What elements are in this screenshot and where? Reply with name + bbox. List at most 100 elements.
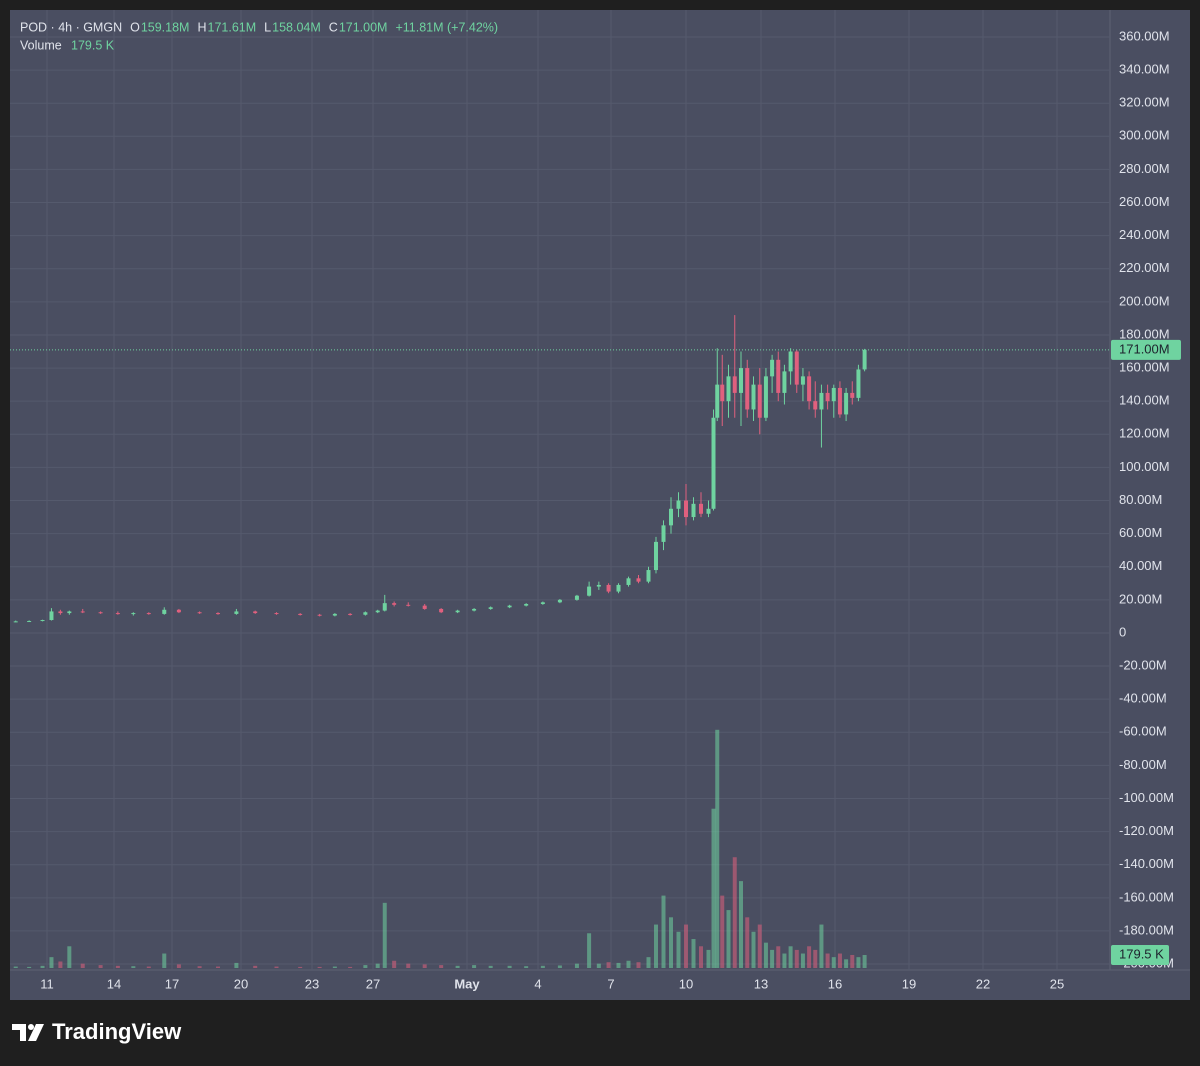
volume-bar — [472, 965, 477, 968]
y-tick-label: 0 — [1119, 624, 1126, 639]
y-tick-label: -100.00M — [1119, 790, 1174, 805]
volume-bar — [540, 965, 545, 968]
volume-bar — [606, 962, 611, 968]
candles — [13, 315, 867, 623]
candle-body — [27, 621, 32, 623]
brand: TradingView — [52, 1019, 182, 1044]
volume-bar — [745, 917, 750, 968]
candle-body — [392, 603, 397, 605]
candle-body — [606, 584, 611, 592]
y-tick-label: 120.00M — [1119, 426, 1170, 441]
volume-bar — [363, 965, 368, 968]
candle-body — [274, 613, 279, 615]
y-tick-label: -120.00M — [1119, 823, 1174, 838]
volume-bar — [58, 961, 63, 968]
candle-body — [636, 578, 641, 582]
volume-bar — [382, 902, 387, 968]
candle-body — [825, 392, 830, 402]
volume-bar — [837, 953, 842, 968]
volume-bar — [616, 962, 621, 968]
volume-bar — [253, 965, 258, 968]
y-tick-label: 360.00M — [1119, 28, 1170, 43]
ohlc-value: 158.04M — [272, 20, 321, 34]
candle-body — [115, 613, 120, 615]
volume-bar — [782, 953, 787, 968]
volume-bar — [524, 966, 529, 968]
volume-bar — [726, 910, 731, 968]
x-tick-label: 27 — [366, 976, 380, 991]
candle-body — [763, 376, 768, 418]
volume-bar — [67, 946, 72, 968]
x-tick-label: 14 — [107, 976, 121, 991]
y-tick-label: 180.00M — [1119, 326, 1170, 341]
volume-bar — [626, 960, 631, 968]
volume-bar — [706, 949, 711, 968]
volume-bar — [162, 953, 167, 968]
volume-bar — [488, 965, 493, 968]
candle-body — [332, 613, 337, 616]
candle-body — [40, 620, 45, 622]
ohlc-value: 159.18M — [141, 20, 190, 34]
ohlc-label: L — [264, 20, 271, 34]
candle-body — [67, 611, 72, 614]
x-tick-label: 22 — [976, 976, 990, 991]
axes: 360.00M 340.00M 320.00M 300.00M 280.00M 260.0… — [10, 28, 1181, 991]
candle-body — [788, 351, 793, 372]
x-tick-label: 19 — [902, 976, 916, 991]
volume-bar — [862, 955, 867, 968]
candle-body — [691, 503, 696, 518]
volume-label: Volume — [20, 38, 62, 52]
volume-bar — [375, 963, 380, 968]
candle-body — [745, 368, 750, 410]
ohlc-value: 171.00M — [339, 20, 388, 34]
volume-bar — [439, 965, 444, 968]
volume-bar — [596, 963, 601, 968]
y-tick-label: 60.00M — [1119, 525, 1162, 540]
candle-body — [757, 384, 762, 418]
volume-bar — [751, 931, 756, 968]
candle-body — [557, 599, 562, 603]
volume-bar — [507, 965, 512, 968]
volume-bar — [739, 881, 743, 968]
volume-bar — [776, 946, 781, 968]
y-tick-label: 40.00M — [1119, 558, 1162, 573]
y-tick-label: -40.00M — [1119, 691, 1167, 706]
candle-body — [862, 349, 867, 370]
candle-body — [131, 613, 136, 615]
x-tick-label: 25 — [1050, 976, 1064, 991]
volume-bar — [831, 957, 836, 968]
volume-bar — [807, 946, 812, 968]
x-tick-label: 17 — [165, 976, 179, 991]
volume-bar — [661, 895, 666, 968]
y-tick-label: 300.00M — [1119, 128, 1170, 143]
y-tick-label: -160.00M — [1119, 889, 1174, 904]
y-tick-label: 100.00M — [1119, 459, 1170, 474]
y-tick-label: -60.00M — [1119, 724, 1167, 739]
y-tick-label: 140.00M — [1119, 393, 1170, 408]
volume-bar — [676, 931, 681, 968]
y-tick-label: 280.00M — [1119, 161, 1170, 176]
candle-body — [348, 613, 353, 615]
y-tick-label: -140.00M — [1119, 856, 1174, 871]
candle-body — [507, 605, 512, 608]
chart-panel — [10, 10, 1190, 1000]
x-tick-label: 11 — [40, 976, 54, 991]
volume-bar — [274, 966, 279, 968]
volume-bar — [146, 966, 151, 968]
volume-bar — [298, 966, 303, 968]
volume-bar — [392, 960, 397, 968]
candle-body — [488, 607, 493, 609]
volume-bar — [800, 953, 805, 968]
candle-body — [646, 570, 651, 582]
candle-body — [234, 611, 239, 614]
candle-body — [715, 384, 720, 418]
candle-body — [98, 612, 103, 614]
candle-body — [13, 621, 18, 623]
x-tick-label: 10 — [679, 976, 693, 991]
candle-body — [596, 584, 601, 587]
y-tick-label: 160.00M — [1119, 360, 1170, 375]
candle-body — [524, 603, 529, 606]
ohlc-label: C — [329, 20, 338, 34]
volume-bar — [80, 963, 85, 968]
volume-bar — [197, 966, 202, 968]
